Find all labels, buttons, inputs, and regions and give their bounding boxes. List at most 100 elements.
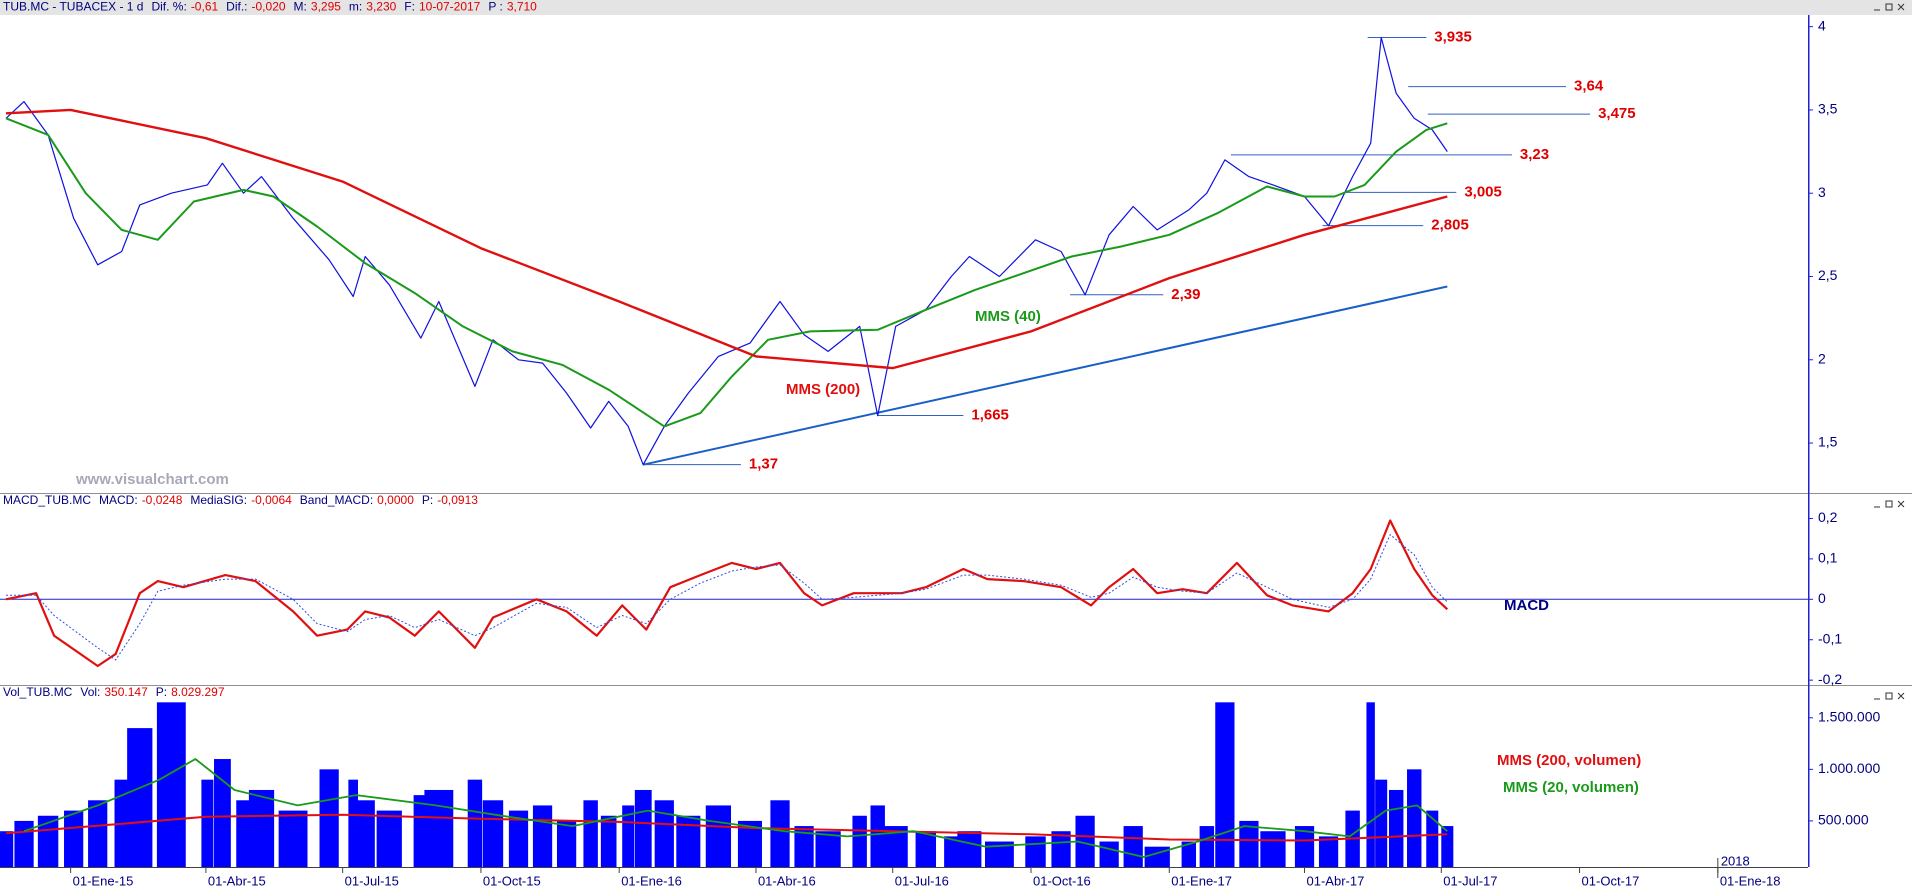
level-label: 3,23 (1520, 146, 1549, 163)
header-symbol: MACD_TUB.MC (3, 493, 91, 507)
volume-bar (64, 810, 84, 867)
volume-bar (654, 800, 674, 867)
level-label: 2,805 (1431, 217, 1469, 234)
volume-bar (705, 805, 732, 867)
legend-entry: MMS (20, volumen) (1503, 779, 1639, 796)
close-button[interactable] (1897, 692, 1905, 700)
maximize-button[interactable] (1885, 500, 1893, 508)
panel-label: MACD (1504, 597, 1549, 614)
volume-bar (1181, 841, 1197, 867)
close-button[interactable] (1897, 3, 1905, 11)
volume-bar (319, 769, 339, 867)
window-controls[interactable] (1874, 3, 1905, 700)
y-tick-label: 0,1 (1818, 550, 1838, 566)
y-tick-label: -0,1 (1818, 630, 1842, 646)
volume-bar (348, 779, 358, 867)
header-field-value: -0,020 (252, 0, 286, 14)
trendline (642, 285, 1448, 466)
volume-bar (1123, 826, 1143, 867)
maximize-button[interactable] (1885, 692, 1893, 700)
volume-bar (467, 779, 483, 867)
volume-bar (1318, 836, 1339, 867)
volume-bar (944, 836, 959, 867)
panel-separator (0, 493, 1912, 494)
level-label: 3,005 (1464, 183, 1502, 200)
y-tick-label: 1.000.000 (1818, 760, 1880, 776)
indicator-line (5, 519, 1449, 668)
volume-bar (1375, 779, 1388, 867)
header-field-value: 3,710 (507, 0, 537, 14)
level-label: 2,39 (1171, 286, 1200, 303)
header-field-label: P: (422, 493, 433, 507)
y-tick-label: 2 (1818, 350, 1826, 366)
header-field-label: M: (294, 0, 307, 14)
x-tick-label: 01-Jul-16 (895, 873, 949, 888)
x-tick-label: 01-Oct-16 (1033, 873, 1091, 888)
volume-bar (508, 810, 529, 867)
y-tick-label: 4 (1818, 17, 1826, 33)
volume-bar (127, 728, 153, 867)
volume-bar (583, 800, 598, 867)
header-field-value: 10-07-2017 (419, 0, 481, 14)
volume-bar (278, 810, 308, 867)
volume-bar (1051, 831, 1071, 867)
x-tick-label: 01-Oct-15 (483, 873, 541, 888)
series-label: MMS (40) (975, 308, 1041, 325)
panel-header: MACD_TUB.MC MACD: -0,0248 MediaSIG: -0,0064 B… (3, 493, 478, 507)
x-tick-label: 01-Abr-16 (758, 873, 816, 888)
header-symbol: Vol_TUB.MC (3, 685, 73, 699)
panel-separator (0, 685, 1912, 686)
y-tick-label: 500.000 (1818, 812, 1869, 828)
volume-bar (248, 789, 275, 867)
y-tick-label: -0,2 (1818, 671, 1842, 687)
volume-bar (622, 805, 635, 867)
year-label: 2018 (1721, 853, 1750, 868)
header-field-value: 3,230 (366, 0, 396, 14)
volume-bar (482, 800, 504, 867)
y-tick-label: 0 (1818, 590, 1826, 606)
header-field-value: 0,0000 (377, 493, 414, 507)
title-bar (0, 0, 1912, 15)
series-label: MMS (200) (786, 381, 860, 398)
volume-bar (1407, 769, 1422, 867)
volume-bar (852, 815, 867, 867)
indicator-line (5, 108, 1448, 370)
volume-bar (634, 789, 652, 867)
y-tick-label: 0,2 (1818, 509, 1838, 525)
volume-bar (0, 831, 14, 867)
volume-bar (355, 800, 375, 867)
close-button[interactable] (1897, 500, 1905, 508)
volume-bar (201, 779, 214, 867)
header-field-label: P : (488, 0, 502, 14)
header-field-value: -0,61 (191, 0, 219, 14)
x-tick-label: 01-Abr-17 (1307, 873, 1365, 888)
x-axis-line (0, 867, 1808, 868)
level-label: 1,37 (749, 456, 778, 473)
x-tick-label: 01-Ene-16 (621, 873, 682, 888)
volume-bar (1294, 826, 1315, 867)
header-field-label: Dif.: (226, 0, 247, 14)
panel-header: TUB.MC - TUBACEX - 1 d Dif. %: -0,61 Dif.: -… (3, 0, 537, 14)
y-tick-label: 2,5 (1818, 267, 1838, 283)
price-line (5, 36, 1448, 466)
header-field-value: -0,0248 (142, 493, 183, 507)
indicator-line (5, 117, 1448, 428)
y-tick-label: 3,5 (1818, 101, 1838, 117)
x-tick-label: 01-Jul-15 (345, 873, 399, 888)
header-field-label: MediaSIG: (190, 493, 247, 507)
header-field-label: m: (349, 0, 362, 14)
volume-bar (600, 815, 617, 867)
header-field-label: MACD: (99, 493, 138, 507)
volume-bar (1025, 836, 1046, 867)
header-field-value: 3,295 (311, 0, 341, 14)
x-tick-label: 01-Abr-15 (208, 873, 266, 888)
watermark: www.visualchart.com (75, 471, 229, 488)
volume-bar (1239, 820, 1259, 867)
volume-bar (1199, 826, 1215, 867)
maximize-button[interactable] (1885, 3, 1893, 11)
y-tick-label: 3 (1818, 184, 1826, 200)
volume-bar (214, 759, 231, 867)
volume-bar (1075, 815, 1095, 867)
volume-bar (1441, 826, 1454, 867)
